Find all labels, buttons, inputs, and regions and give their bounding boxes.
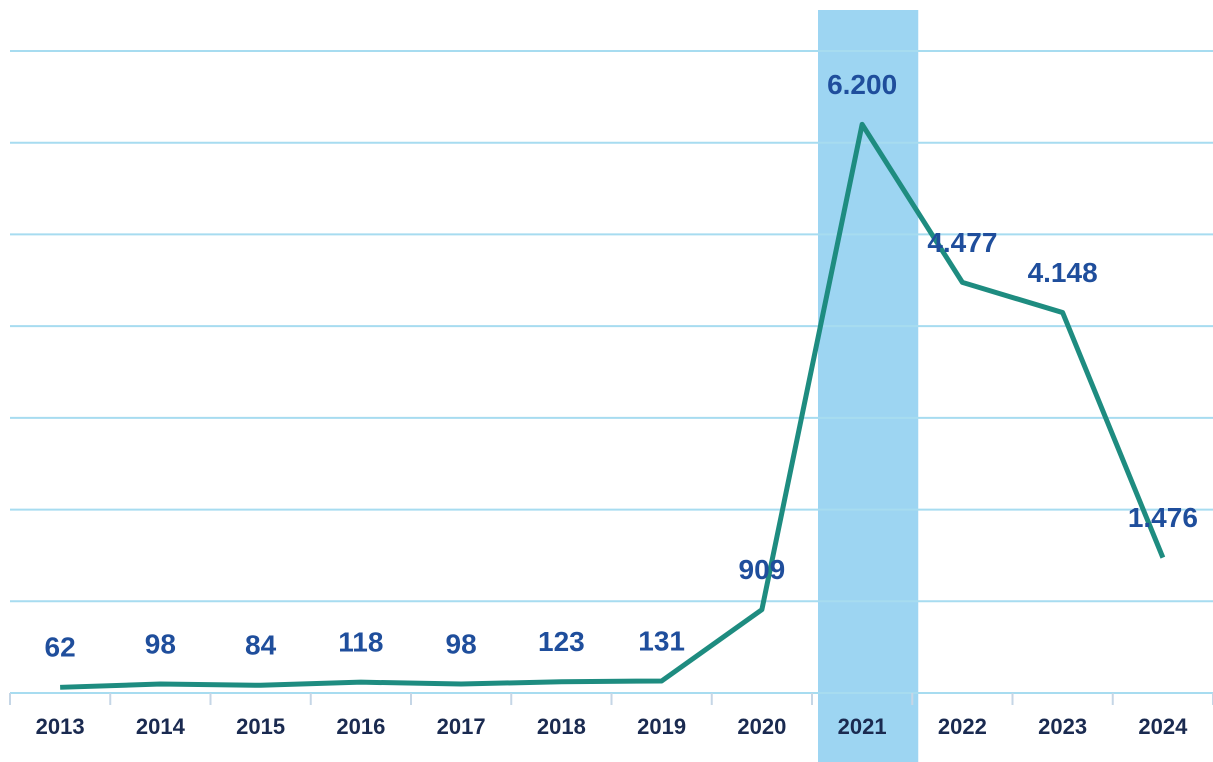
x-tick-label: 2023 xyxy=(1038,714,1087,739)
data-label: 118 xyxy=(338,627,383,658)
x-tick-label: 2021 xyxy=(838,714,887,739)
x-tick-label: 2015 xyxy=(236,714,285,739)
data-label: 98 xyxy=(446,628,477,659)
data-label: 98 xyxy=(145,628,176,659)
x-tick-label: 2024 xyxy=(1138,714,1188,739)
x-tick-label: 2018 xyxy=(537,714,586,739)
x-tick-label: 2017 xyxy=(437,714,486,739)
data-label: 4.477 xyxy=(927,227,997,258)
x-tick-label: 2022 xyxy=(938,714,987,739)
data-label: 1.476 xyxy=(1128,502,1198,533)
data-label: 909 xyxy=(739,554,786,585)
x-tick-label: 2014 xyxy=(136,714,186,739)
x-tick-label: 2020 xyxy=(737,714,786,739)
x-tick-label: 2016 xyxy=(336,714,385,739)
highlight-band xyxy=(818,10,919,762)
x-tick-label: 2019 xyxy=(637,714,686,739)
data-label: 4.148 xyxy=(1028,257,1098,288)
data-label: 62 xyxy=(45,632,76,663)
data-label: 6.200 xyxy=(827,69,897,100)
line xyxy=(60,121,1166,690)
data-label: 84 xyxy=(245,630,277,661)
data-label: 123 xyxy=(538,626,585,657)
data-label: 131 xyxy=(638,625,685,656)
x-tick-label: 2013 xyxy=(36,714,85,739)
